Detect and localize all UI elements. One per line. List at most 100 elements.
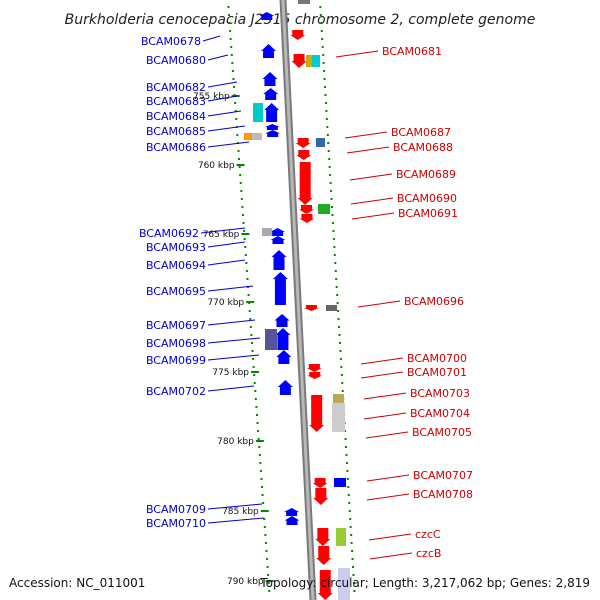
- forward-label-leader: [207, 259, 246, 266]
- reverse-gene-arrow: [291, 54, 307, 68]
- orange-block: [244, 133, 252, 140]
- left-guide-dot: [234, 110, 237, 112]
- right-guide-dot: [328, 158, 331, 160]
- right-guide-dot: [344, 438, 347, 440]
- right-guide-dot: [331, 206, 334, 208]
- left-guide-dot: [255, 414, 258, 416]
- forward-gene-label: BCAM0702: [146, 385, 206, 398]
- gray-block: [332, 403, 345, 432]
- reverse-label-leader: [346, 146, 390, 154]
- reverse-gene-arrow: [297, 162, 313, 205]
- forward-gene-arrow: [265, 130, 281, 137]
- left-guide-dot: [235, 118, 238, 120]
- right-guide-dot: [330, 198, 333, 200]
- dotted-guides: [227, 6, 356, 592]
- forward-gene-arrow: [270, 228, 286, 236]
- reverse-label-leader: [363, 412, 407, 420]
- reverse-gene-arrow: [296, 150, 312, 160]
- right-guide-dot: [338, 326, 341, 328]
- left-guide-dot: [231, 62, 234, 64]
- right-guide-dot: [346, 478, 349, 480]
- reverse-gene-label: BCAM0696: [404, 295, 464, 308]
- right-guide-dot: [320, 30, 323, 32]
- left-guide-dot: [240, 198, 243, 200]
- left-guide-dot: [265, 550, 268, 552]
- left-guide-dot: [263, 526, 266, 528]
- accession-text: Accession: NC_011001: [9, 576, 145, 590]
- left-guide-dot: [233, 86, 236, 88]
- left-guide-dot: [267, 582, 270, 584]
- reverse-gene-arrow: [312, 478, 328, 488]
- forward-gene-label: BCAM0683: [146, 95, 206, 108]
- reverse-gene-label: BCAM0688: [393, 141, 453, 154]
- right-guide-dot: [323, 70, 326, 72]
- kbp-tick-label: 770 kbp: [207, 298, 244, 308]
- reverse-gene-arrow: [295, 138, 311, 148]
- right-guide-dot: [324, 86, 327, 88]
- forward-label-leader: [202, 35, 221, 42]
- left-guide-dot: [247, 294, 250, 296]
- right-guide-dot: [324, 94, 327, 96]
- kbp-tick-label: 760 kbp: [198, 161, 235, 171]
- forward-label-leader: [207, 95, 238, 102]
- forward-gene-label: BCAM0685: [146, 125, 206, 138]
- reverse-gene-label: BCAM0687: [391, 126, 451, 139]
- blue-block: [334, 478, 346, 487]
- reverse-gene-label: BCAM0701: [407, 366, 467, 379]
- right-guide-dot: [346, 470, 349, 472]
- right-guide-dot: [326, 134, 329, 136]
- left-guide-dot: [261, 486, 264, 488]
- forward-gene-label: BCAM0699: [146, 354, 206, 367]
- right-guide-dot: [323, 78, 326, 80]
- right-guide-dot: [334, 270, 337, 272]
- left-guide-dot: [229, 30, 232, 32]
- left-guide-dot: [250, 342, 253, 344]
- right-guide-dot: [327, 150, 330, 152]
- left-guide-dot: [239, 174, 242, 176]
- reverse-gene-labels: BCAM0681 BCAM0687 BCAM0688 BCAM0689 BCAM0690…: [335, 45, 473, 560]
- right-guide-dot: [351, 558, 354, 560]
- right-guide-dot: [337, 310, 340, 312]
- left-guide-dot: [230, 46, 233, 48]
- right-guide-dot: [326, 126, 329, 128]
- right-guide-dot: [336, 302, 339, 304]
- right-guide-dot: [345, 446, 348, 448]
- forward-gene-label: BCAM0680: [146, 54, 206, 67]
- left-guide-dot: [248, 310, 251, 312]
- reverse-gene-label: BCAM0690: [397, 192, 457, 205]
- left-guide-dot: [242, 222, 245, 224]
- forward-label-leader: [207, 81, 238, 88]
- forward-gene-label: BCAM0695: [146, 285, 206, 298]
- reverse-gene-label: BCAM0708: [413, 488, 473, 501]
- right-guide-dot: [348, 510, 351, 512]
- forward-label-leader: [207, 319, 256, 326]
- right-guide-dot: [319, 14, 322, 16]
- left-guide-dot: [234, 102, 237, 104]
- reverse-gene-label: BCAM0689: [396, 168, 456, 181]
- steelblue-block: [316, 138, 325, 147]
- right-guide-dot: [345, 454, 348, 456]
- reverse-label-leader: [365, 431, 409, 439]
- forward-gene-arrow: [264, 103, 280, 122]
- reverse-gene-arrow: [316, 546, 332, 565]
- right-guide-dot: [345, 462, 348, 464]
- left-guide-dot: [262, 502, 265, 504]
- forward-gene-arrow: [271, 250, 287, 270]
- left-guide-dot: [254, 398, 257, 400]
- left-guide-dot: [259, 470, 262, 472]
- reverse-gene-arrow: [309, 395, 325, 432]
- left-guide-dot: [245, 262, 248, 264]
- left-guide-dot: [239, 182, 242, 184]
- left-guide-dot: [268, 590, 271, 592]
- reverse-gene-arrow: [290, 30, 306, 40]
- forward-gene-label: BCAM0710: [146, 517, 206, 530]
- reverse-gene-arrow: [303, 305, 319, 311]
- forward-gene-arrow: [272, 272, 288, 305]
- left-guide-dot: [229, 38, 232, 40]
- right-guide-dot: [353, 590, 356, 592]
- right-guide-dot: [344, 430, 347, 432]
- left-guide-dot: [251, 350, 254, 352]
- left-guide-dot: [228, 22, 231, 24]
- right-guide-dot: [329, 174, 332, 176]
- right-guide-dot: [352, 566, 355, 568]
